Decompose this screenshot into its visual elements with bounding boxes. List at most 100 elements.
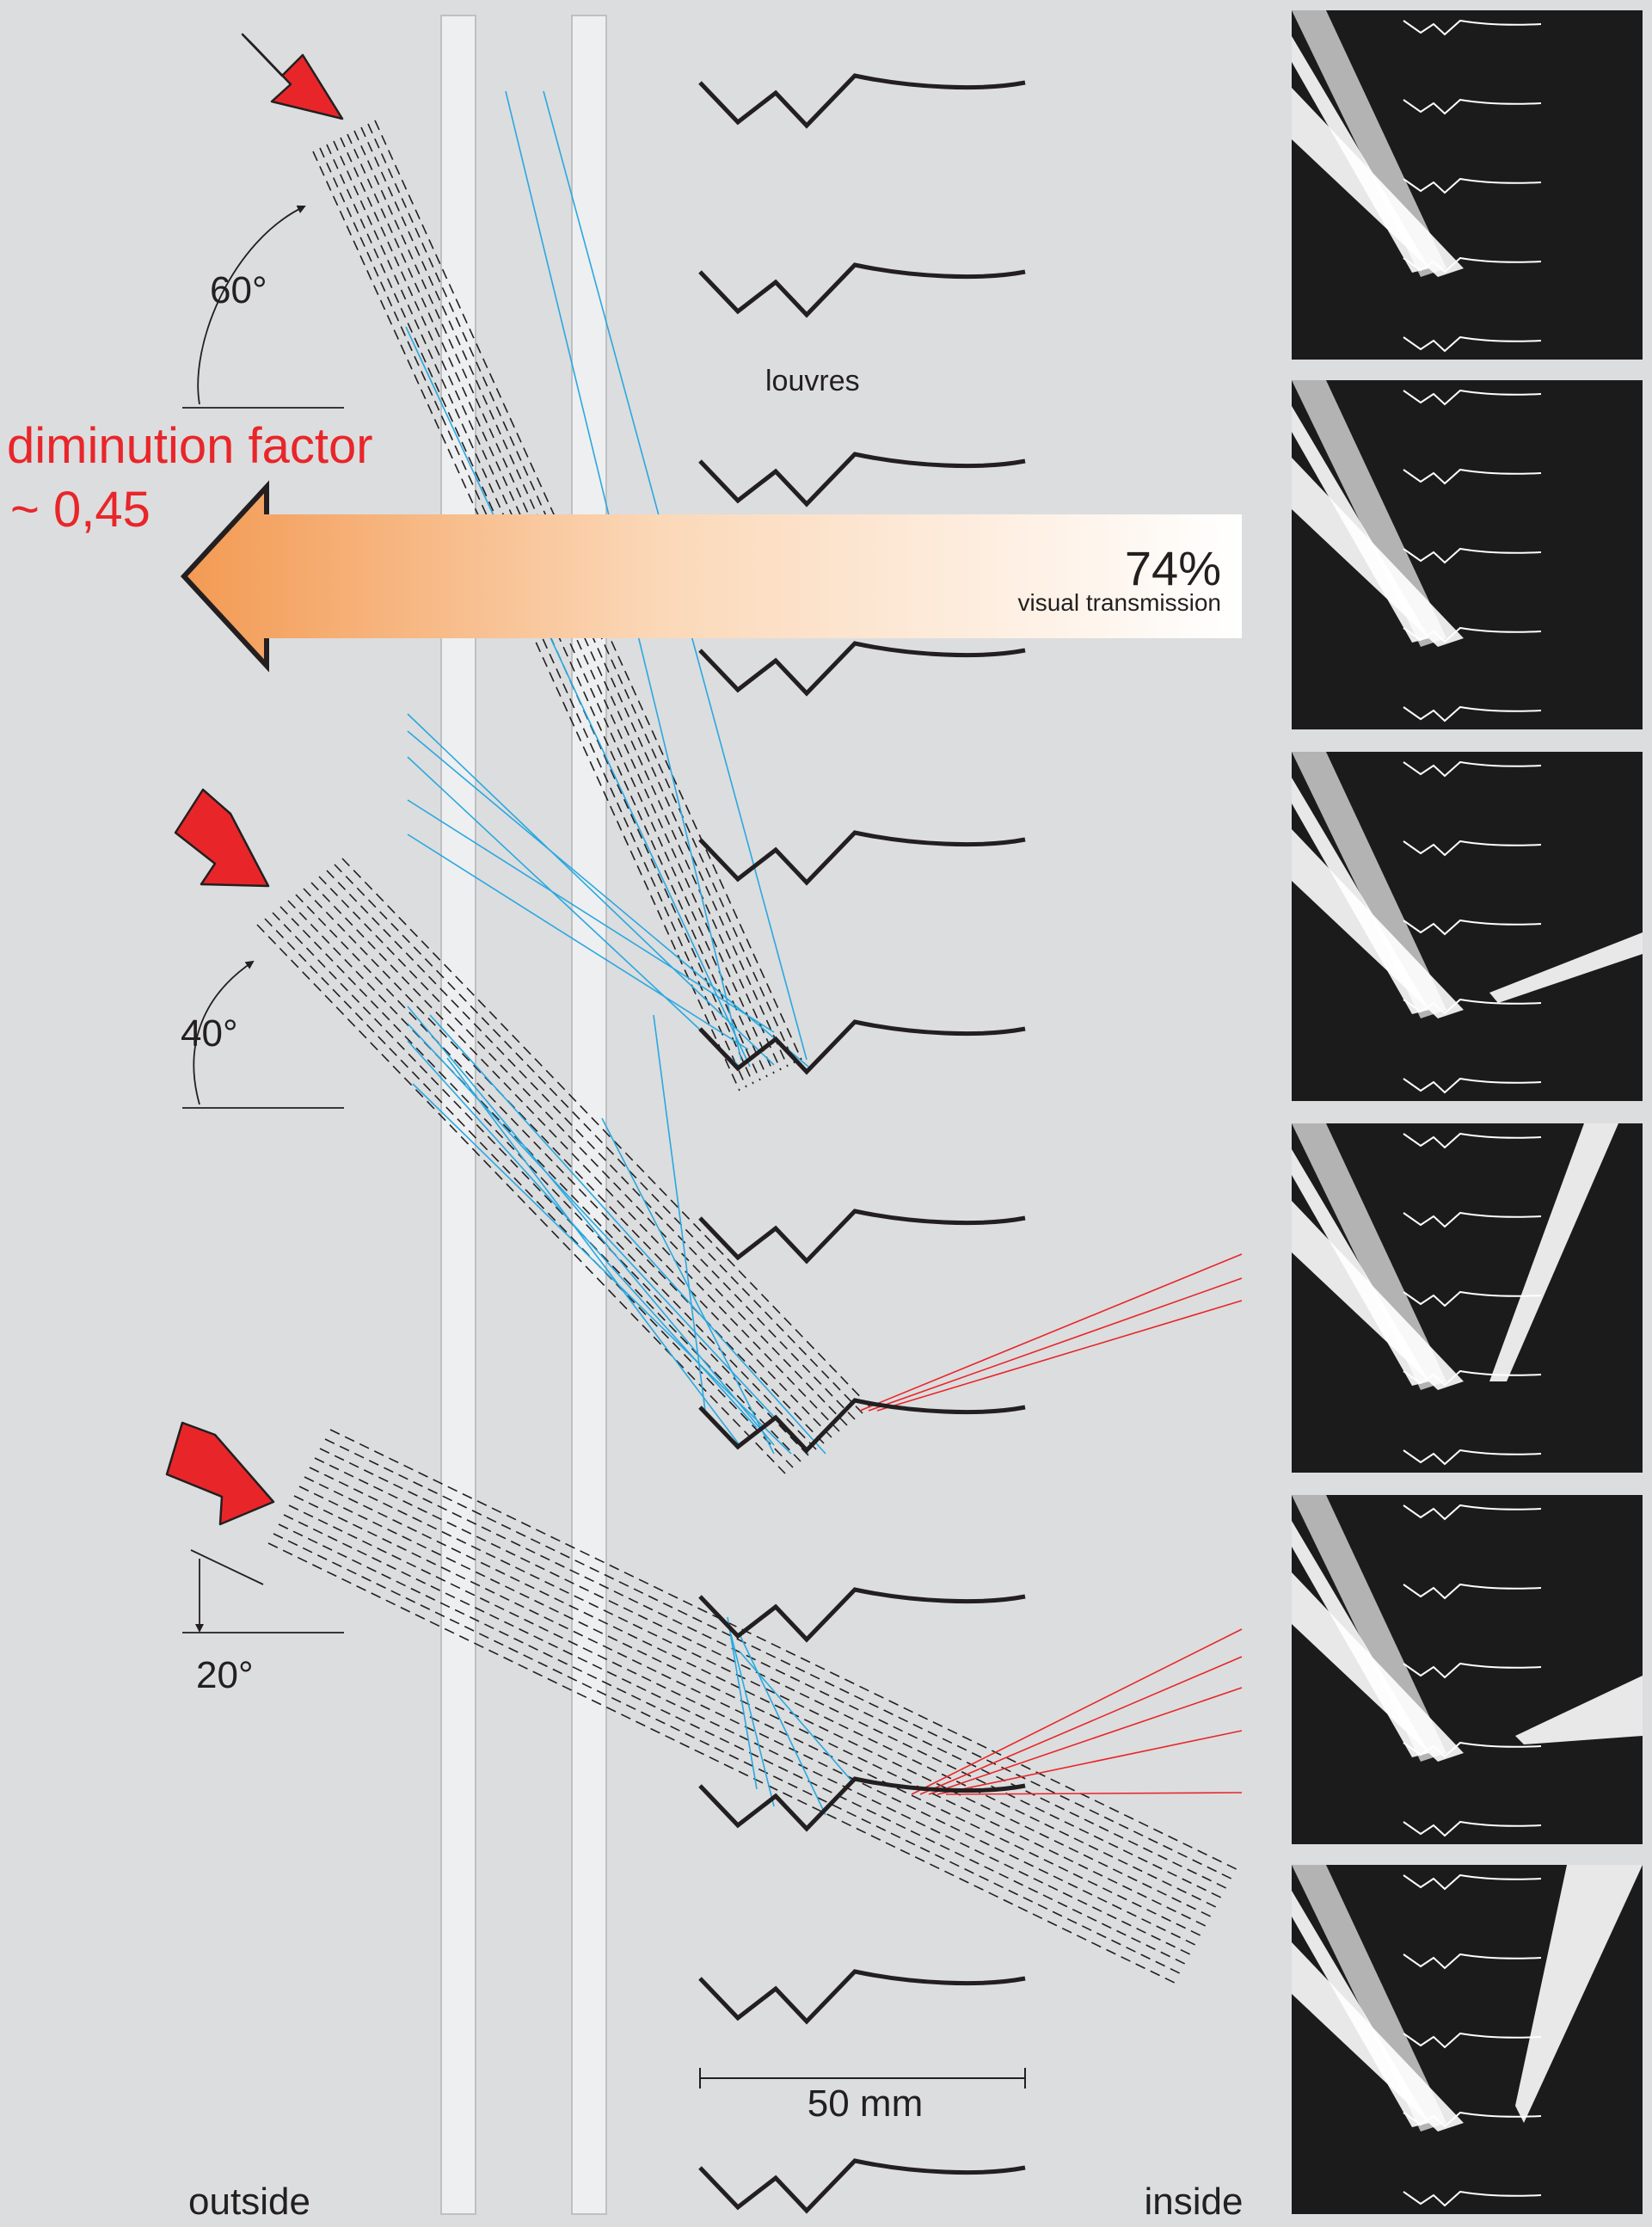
dashed-ray-bundles — [256, 120, 1243, 1986]
louvre-profile-11 — [698, 1969, 1026, 2025]
arrow-left-icon — [184, 487, 1242, 666]
transmission-percent: 74% — [1125, 541, 1221, 595]
outside-label: outside — [188, 2181, 310, 2223]
mini-louvre-4 — [1403, 2111, 1542, 2128]
dashed-40-ray-10 — [272, 912, 801, 1462]
blue-ray-16 — [601, 1117, 775, 1455]
mini-louvre-3 — [1403, 1290, 1542, 1307]
mini-louvre-3 — [1403, 2032, 1542, 2049]
mini-louvre-4 — [1403, 1369, 1542, 1387]
scale-label: 50 mm — [808, 2082, 923, 2125]
mini-louvre-1 — [1403, 389, 1542, 406]
transmission-arrow-outline — [180, 480, 269, 673]
mini-louvre-2 — [1403, 98, 1542, 115]
red-ray-4 — [911, 1628, 1243, 1795]
dashed-20-ray-12 — [273, 1533, 1186, 1977]
dashed-40-ray-11 — [264, 918, 794, 1468]
dashed-40-ray-8 — [287, 900, 817, 1450]
louvre-profile-9 — [698, 1587, 1026, 1643]
dashed-40-ray-9 — [279, 906, 809, 1456]
louvres-label: louvres — [765, 365, 860, 397]
sun-arrow-40-icon — [174, 788, 270, 888]
light-wedge-4 — [1489, 932, 1643, 1003]
louvre-profile-3 — [698, 452, 1026, 508]
angle-arc-60 — [197, 205, 306, 405]
louvre-profile-6 — [698, 1019, 1026, 1075]
red-ray-8 — [945, 1792, 1243, 1795]
light-wedge-3 — [1292, 778, 1429, 1014]
dashed-20-ray-3 — [319, 1448, 1232, 1892]
simulation-panel-3 — [1292, 752, 1643, 1101]
mini-louvre-3 — [1403, 919, 1542, 936]
blue-ray-19 — [727, 1616, 758, 1790]
simulation-panels — [1292, 10, 1643, 2214]
louvre-profile-12 — [698, 2158, 1026, 2214]
angle-annotations — [182, 205, 344, 1633]
mini-louvre-5 — [1403, 1077, 1542, 1094]
mini-louvre-2 — [1403, 840, 1542, 857]
simulation-panel-5 — [1292, 1495, 1643, 1844]
dashed-20-ray-11 — [278, 1523, 1191, 1967]
blue-ray-9 — [407, 1006, 775, 1446]
red-ray-1 — [859, 1253, 1243, 1412]
blue-ray-3 — [405, 326, 751, 1067]
louvre-profile-1 — [698, 73, 1026, 129]
dashed-40-ray-5 — [310, 882, 840, 1432]
mini-louvre-2 — [1403, 468, 1542, 485]
dashed-40-ray-6 — [303, 888, 832, 1438]
mini-louvre-3 — [1403, 1662, 1542, 1679]
simulation-panel-2 — [1292, 380, 1643, 729]
diminution-factor-label: diminution factor — [7, 418, 373, 474]
simulation-panel-4 — [1292, 1123, 1643, 1473]
mini-louvre-4 — [1403, 1741, 1542, 1758]
red-ray-3 — [876, 1300, 1243, 1412]
louvre-profile-7 — [698, 1209, 1026, 1264]
light-wedge-3 — [1292, 1891, 1429, 2127]
mini-louvre-4 — [1403, 256, 1542, 274]
dashed-40-ray-3 — [326, 870, 856, 1420]
mini-louvre-5 — [1403, 1820, 1542, 1837]
dashed-20-ray-6 — [304, 1476, 1217, 1920]
blue-ray-5 — [407, 730, 809, 1067]
mini-louvre-1 — [1403, 760, 1542, 778]
glass-panes — [440, 15, 607, 2215]
mini-louvre-2 — [1403, 1211, 1542, 1228]
red-redirected-rays — [859, 1253, 1243, 1795]
angle-label-40: 40° — [181, 1012, 238, 1055]
red-ray-2 — [868, 1277, 1243, 1412]
dashed-40-ray-4 — [318, 876, 848, 1426]
dashed-20-ray-10 — [283, 1514, 1196, 1958]
mini-louvre-4 — [1403, 998, 1542, 1015]
dashed-20-ray-7 — [298, 1486, 1212, 1929]
mini-louvre-4 — [1403, 626, 1542, 643]
dashed-40-ray-1 — [341, 858, 871, 1408]
blue-ray-12 — [429, 1014, 826, 1455]
louvre-profile-2 — [698, 262, 1026, 318]
dashed-20-ray-4 — [314, 1457, 1227, 1901]
sun-arrow-20-icon — [165, 1421, 275, 1526]
light-wedge-4 — [1515, 1865, 1643, 2123]
mini-louvre-1 — [1403, 19, 1542, 36]
diminution-factor-value: ~ 0,45 — [10, 482, 150, 538]
inside-label: inside — [1145, 2181, 1244, 2223]
mini-louvre-1 — [1403, 1504, 1542, 1521]
blue-ray-13 — [446, 1057, 740, 1446]
dashed-40-ray-2 — [334, 864, 863, 1414]
sun-arrow-60-icon — [241, 33, 344, 120]
red-ray-5 — [919, 1656, 1243, 1795]
dashed-20-ray-1 — [329, 1429, 1243, 1873]
light-wedge-3 — [1292, 1149, 1429, 1386]
light-wedge-3 — [1292, 1521, 1429, 1757]
blue-ray-20 — [739, 1651, 852, 1781]
mini-louvre-5 — [1403, 335, 1542, 353]
louvre-profile-4 — [698, 641, 1026, 697]
light-wedge-4 — [1489, 1123, 1618, 1381]
blue-ray-8 — [407, 834, 749, 1050]
mini-louvre-5 — [1403, 2190, 1542, 2207]
inner-glass-pane — [571, 15, 607, 2215]
louvre-profile-8 — [698, 1398, 1026, 1454]
blue-ray-17 — [730, 1633, 775, 1807]
scale-bar — [699, 2068, 1026, 2089]
louvre-profile-5 — [698, 830, 1026, 886]
